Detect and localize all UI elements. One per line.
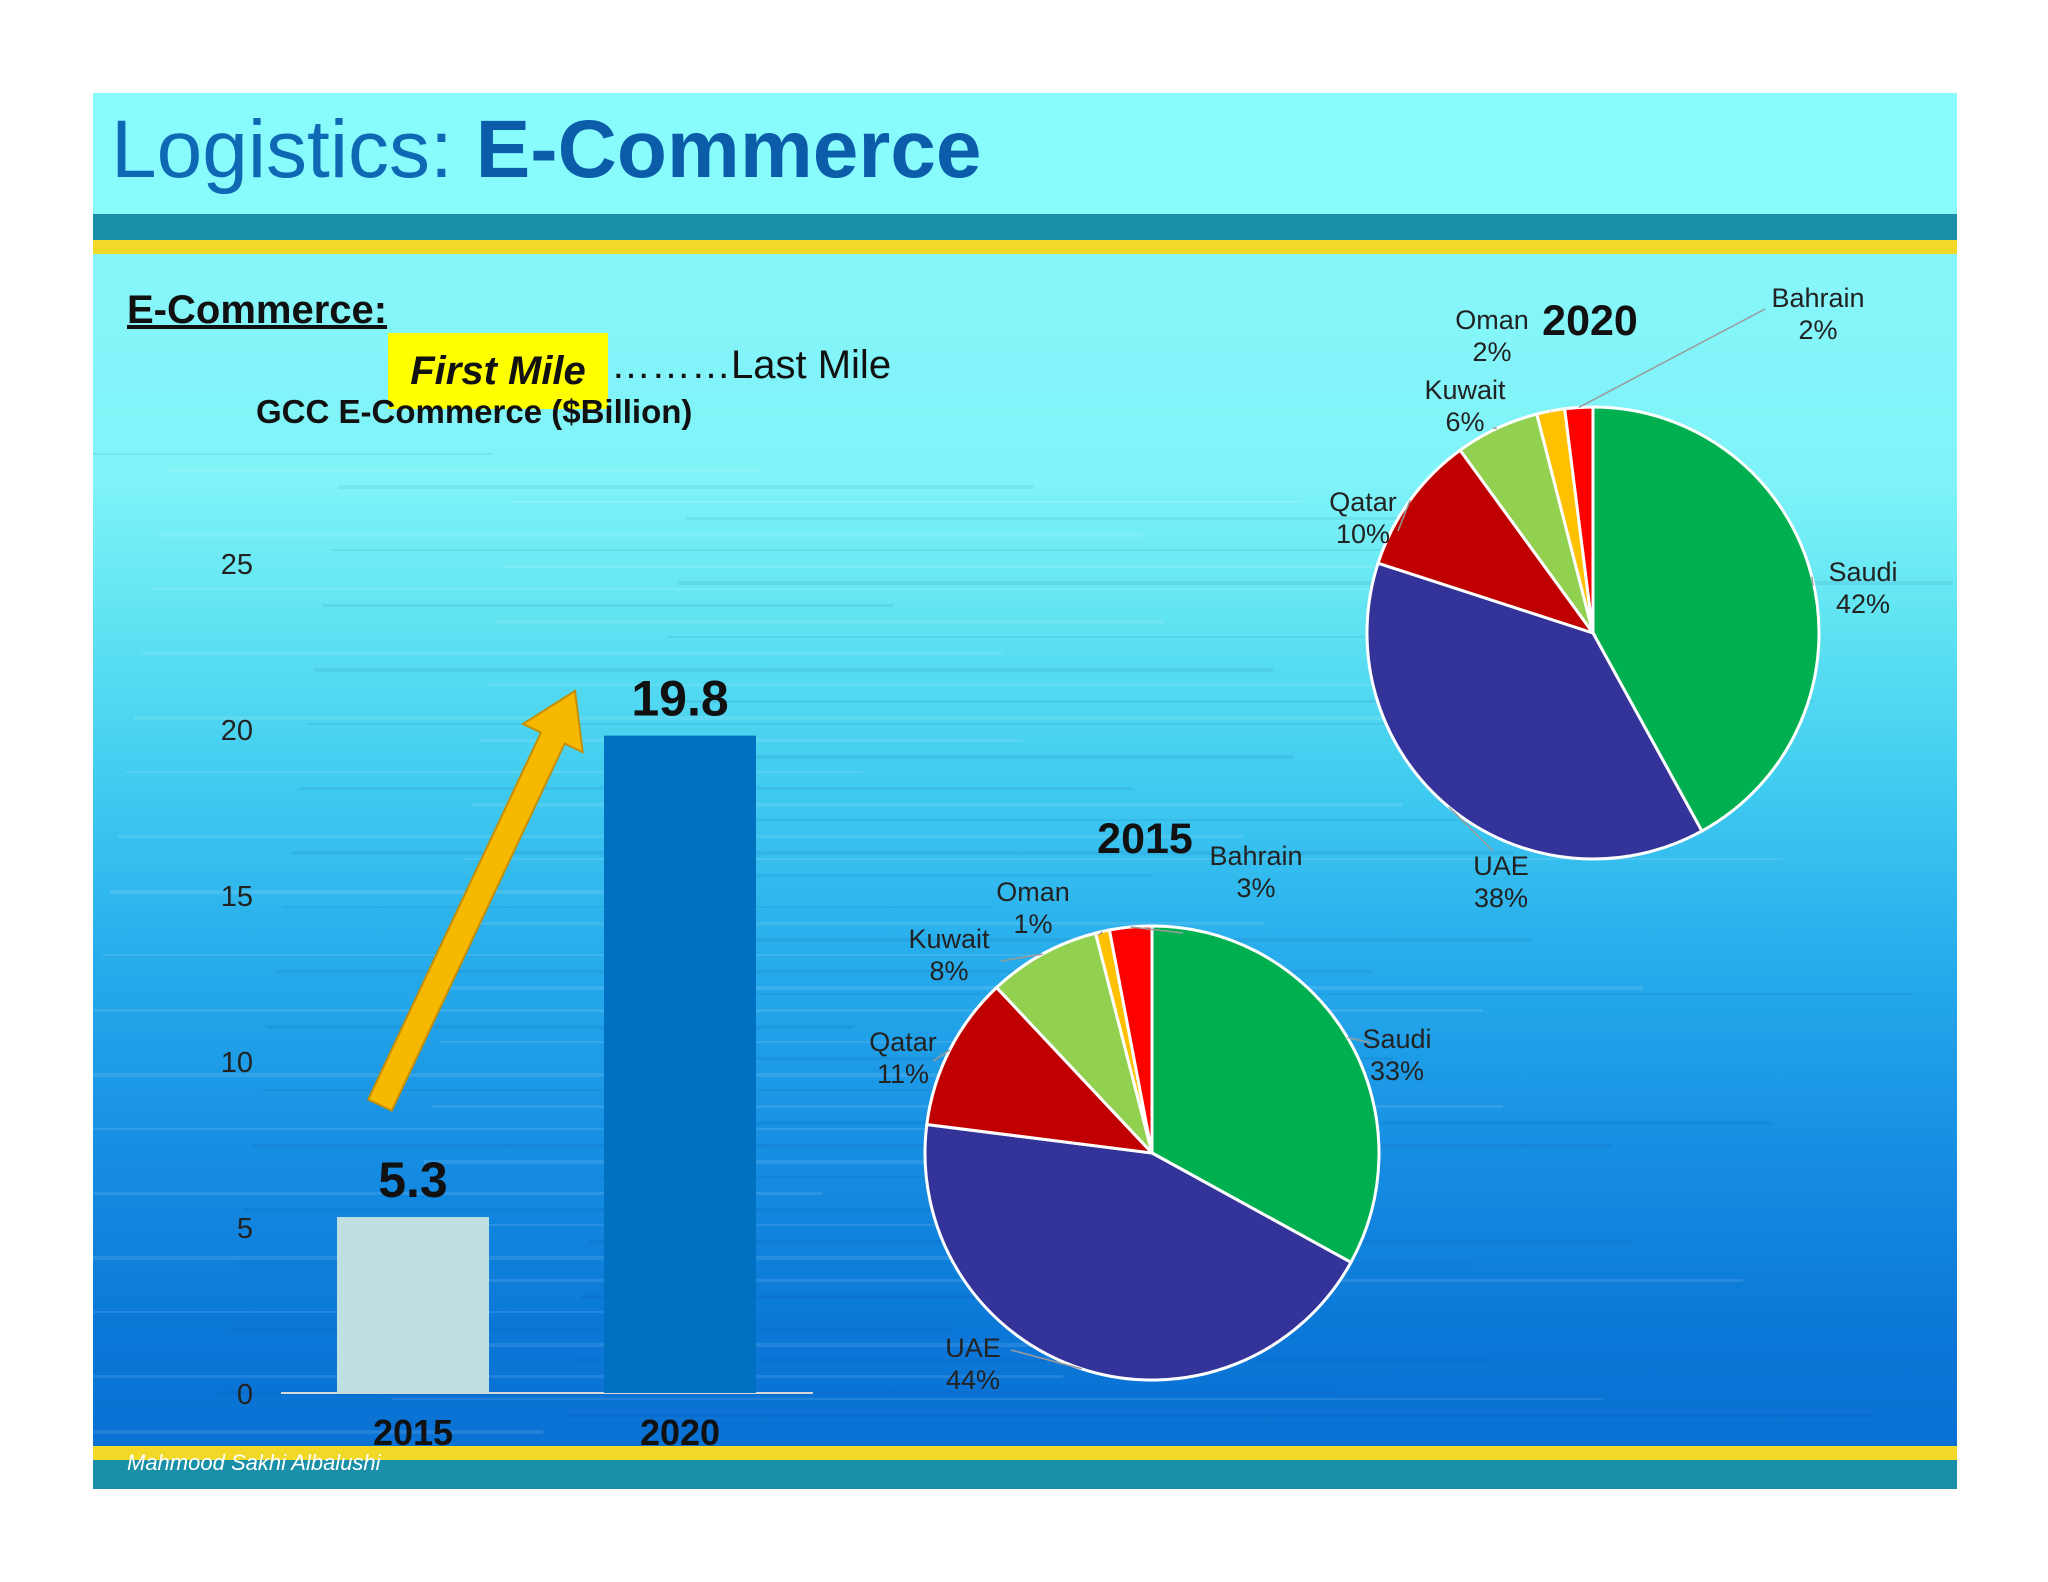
header-band: Logistics: E-Commerce — [93, 93, 1957, 214]
slide: Logistics: E-Commerce E-Commerce: First … — [93, 93, 1957, 1489]
pie-label-name: Bahrain — [1209, 841, 1302, 871]
leader-line — [1010, 1349, 1083, 1370]
pie-slice-bahrain — [1107, 924, 1154, 1154]
header-divider-teal — [93, 214, 1957, 240]
title-light: Logistics: — [111, 104, 476, 195]
bar-data-label: 19.8 — [631, 671, 728, 727]
y-tick-label: 10 — [221, 1047, 253, 1079]
pie-label-percent: 44% — [946, 1365, 1000, 1395]
bar-data-label: 5.3 — [378, 1152, 448, 1208]
growth-arrow-icon — [366, 689, 584, 1112]
y-tick-label: 20 — [221, 715, 253, 747]
bar-2015 — [337, 1217, 489, 1393]
y-tick-label: 5 — [237, 1213, 253, 1245]
pie-label-name: Qatar — [1329, 487, 1397, 517]
pie-label-percent: 42% — [1836, 589, 1890, 619]
y-tick-label: 25 — [221, 549, 253, 581]
pie-label-percent: 10% — [1336, 519, 1390, 549]
pie-label-percent: 2% — [1472, 337, 1511, 367]
pie-title: 2015 — [1097, 815, 1193, 863]
leader-line — [1347, 1036, 1372, 1044]
pie-label-name: Bahrain — [1771, 283, 1864, 313]
leader-line — [1811, 576, 1814, 587]
pie-label-percent: 11% — [877, 1059, 929, 1089]
pie-label-percent: 1% — [1013, 909, 1052, 939]
leader-line — [1578, 308, 1766, 409]
pie-label-name: UAE — [1473, 851, 1529, 881]
leader-line — [932, 1049, 951, 1062]
pie-title: 2020 — [1542, 297, 1638, 345]
pie-label-percent: 38% — [1474, 883, 1528, 913]
header-divider-yellow — [93, 240, 1957, 254]
arrow-shape — [366, 689, 584, 1112]
pie-label-name: Oman — [996, 877, 1070, 907]
bar-chart: GCC E-Commerce ($Billion) 0 5 10 15 20 25 5.3… — [221, 393, 813, 1453]
pie-label-name: Qatar — [869, 1027, 937, 1057]
pie-label-percent: 3% — [1236, 873, 1275, 903]
page-title: Logistics: E-Commerce — [111, 103, 981, 197]
pie-label-name: Kuwait — [908, 924, 990, 954]
pie-slice-saudi — [1591, 405, 1821, 834]
pie-label-name: Oman — [1455, 305, 1529, 335]
y-tick-label: 15 — [221, 881, 253, 913]
section-label: E-Commerce: — [127, 288, 388, 332]
pie-label-name: Saudi — [1362, 1024, 1431, 1054]
leader-line — [1448, 806, 1494, 852]
leader-line — [1130, 926, 1184, 934]
pie-label-percent: 6% — [1445, 407, 1484, 437]
bar-y-axis: 0 5 10 15 20 25 — [221, 549, 253, 1411]
leader-line — [1397, 499, 1411, 532]
y-tick-label: 0 — [237, 1379, 253, 1411]
author-credit: Mahmood Sakhi Albalushi — [127, 1450, 381, 1475]
footer-divider-yellow — [93, 1446, 1957, 1460]
pie-label-name: Kuwait — [1424, 375, 1506, 405]
pie-slice-kuwait — [994, 931, 1154, 1155]
last-mile-text: ………Last Mile — [611, 343, 892, 387]
leader-line — [1492, 427, 1497, 430]
first-mile-highlight: First Mile — [388, 333, 608, 409]
footer-divider-teal — [93, 1460, 1957, 1489]
pie-label-percent: 33% — [1370, 1056, 1424, 1086]
pie-label-name: Saudi — [1828, 557, 1897, 587]
leader-line — [1098, 930, 1104, 936]
bar-2020 — [604, 735, 756, 1393]
leader-line — [1000, 953, 1043, 962]
pie-label-percent: 8% — [929, 956, 968, 986]
pie-slice-bahrain — [1562, 405, 1595, 634]
pie-label-percent: 2% — [1798, 315, 1837, 345]
pie-slice-qatar — [925, 985, 1156, 1156]
pie-label-name: UAE — [945, 1333, 1001, 1363]
pie-chart-2020: Saudi42%UAE38%Qatar10%Kuwait6%Oman2%Bahr… — [1329, 283, 1897, 913]
title-bold: E-Commerce — [475, 104, 982, 195]
bar-chart-title: GCC E-Commerce ($Billion) — [256, 393, 692, 430]
charts-canvas: GCC E-Commerce ($Billion) 0 5 10 15 20 25 5.3… — [221, 283, 1898, 1453]
